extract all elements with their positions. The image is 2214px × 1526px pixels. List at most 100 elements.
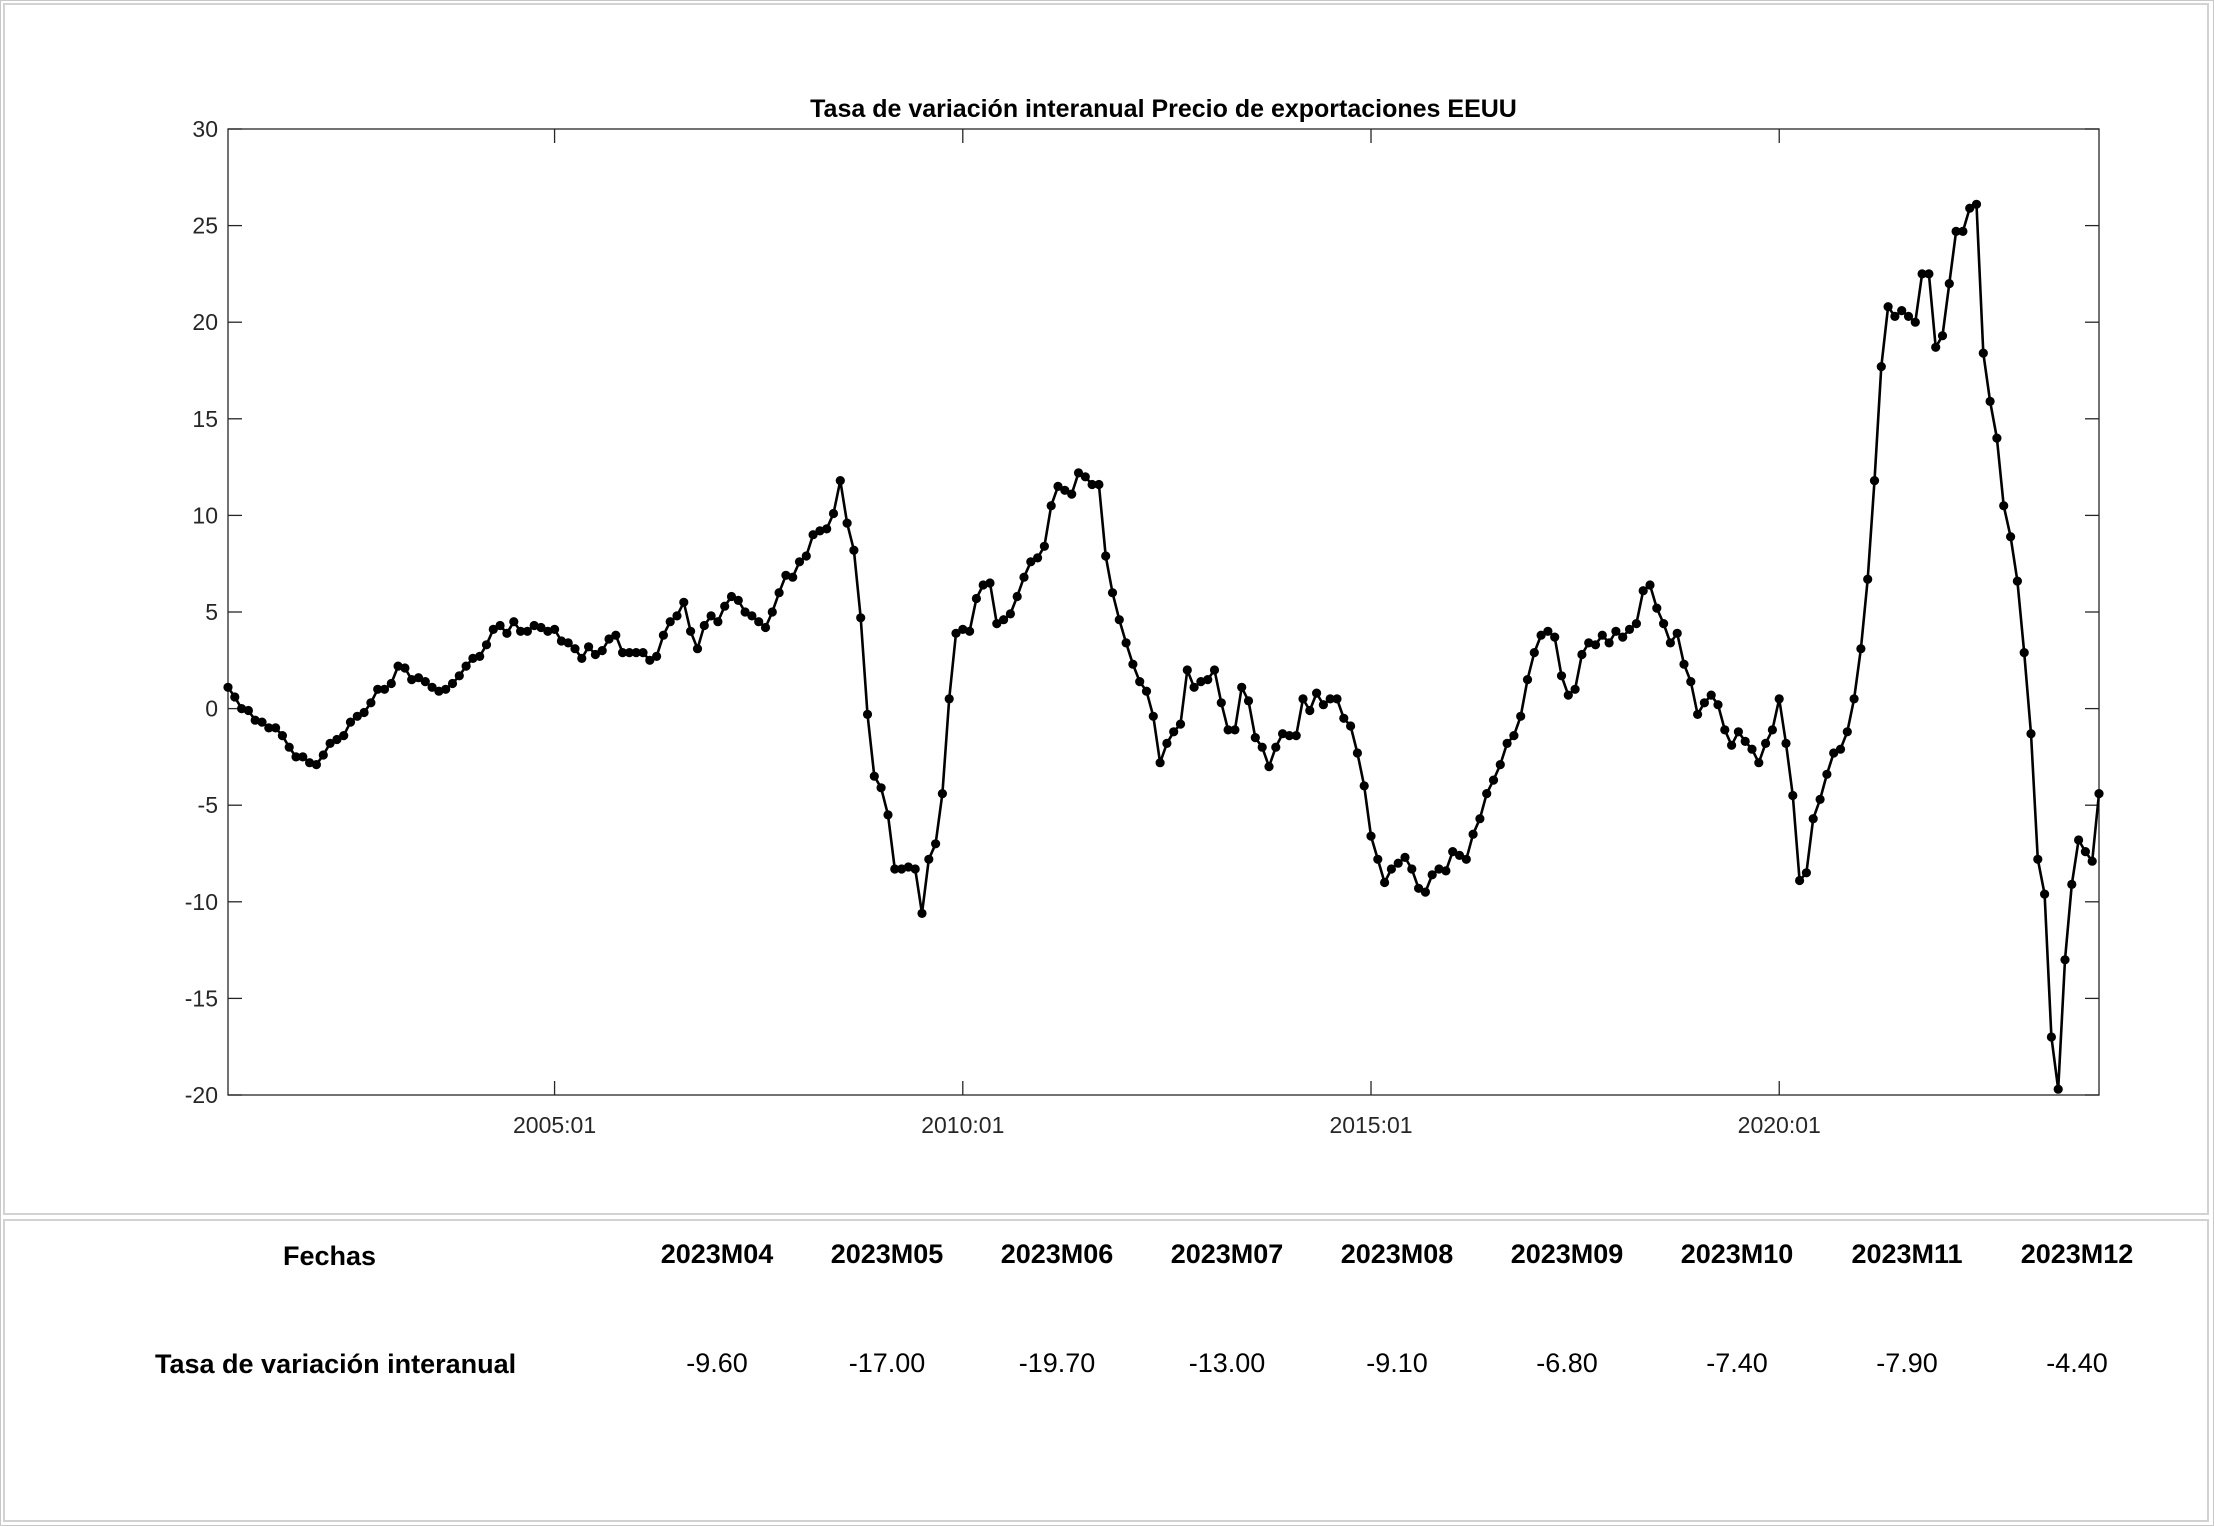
data-point xyxy=(890,864,900,874)
data-point xyxy=(767,607,777,617)
data-point xyxy=(1454,850,1465,861)
data-point xyxy=(1298,694,1308,704)
data-point xyxy=(1890,311,1900,321)
data-point xyxy=(1373,854,1383,864)
data-point xyxy=(1284,731,1294,741)
data-point xyxy=(1577,649,1587,660)
data-point xyxy=(1216,698,1226,708)
data-point xyxy=(1352,748,1362,758)
data-point xyxy=(924,854,934,864)
data-point xyxy=(400,663,410,673)
data-point xyxy=(570,644,580,654)
data-point xyxy=(1005,609,1016,619)
table-value-cell: -9.60 xyxy=(686,1348,748,1378)
data-point xyxy=(1080,472,1090,482)
data-point xyxy=(665,617,675,627)
data-point xyxy=(1318,700,1328,710)
data-point xyxy=(264,723,274,733)
chart-title: Tasa de variación interanual Precio de e… xyxy=(810,95,1517,123)
table-date-header: 2023M05 xyxy=(830,1239,944,1269)
data-point xyxy=(985,578,995,588)
data-point xyxy=(461,661,471,671)
data-point xyxy=(291,752,301,762)
table-date-header: 2023M08 xyxy=(1340,1239,1454,1269)
data-point xyxy=(726,591,737,602)
data-point xyxy=(1128,659,1138,669)
y-tick-label: -10 xyxy=(185,889,218,915)
data-point xyxy=(2080,847,2090,857)
data-point xyxy=(1917,269,1927,279)
data-point xyxy=(658,630,669,640)
data-point xyxy=(2019,648,2029,658)
data-point xyxy=(1590,640,1601,650)
data-point xyxy=(1903,311,1914,321)
data-point xyxy=(1897,306,1907,316)
data-point xyxy=(733,595,743,606)
data-point xyxy=(1720,725,1730,735)
data-point xyxy=(352,711,362,721)
table-row-label-fechas: Fechas xyxy=(283,1241,377,1271)
data-point xyxy=(1502,738,1512,749)
data-point xyxy=(1699,698,1709,708)
data-point xyxy=(1863,574,1873,584)
data-point xyxy=(965,626,975,636)
data-point xyxy=(1420,887,1430,897)
data-point xyxy=(1305,705,1315,716)
data-point xyxy=(2006,532,2016,542)
data-point xyxy=(618,648,628,658)
table-value-cell: -7.90 xyxy=(1876,1348,1938,1378)
table-value-cell: -19.70 xyxy=(1018,1348,1096,1378)
x-tick-label: 2020:01 xyxy=(1738,1112,1821,1138)
data-point xyxy=(1965,203,1975,213)
data-point xyxy=(1189,682,1199,692)
data-point xyxy=(1033,553,1043,563)
data-point xyxy=(1291,731,1301,741)
data-point xyxy=(1094,479,1104,490)
y-tick-label: -20 xyxy=(185,1082,218,1108)
data-point xyxy=(311,760,321,770)
data-point xyxy=(999,615,1009,625)
data-point xyxy=(937,789,948,799)
data-point xyxy=(706,611,716,621)
data-point xyxy=(720,601,730,611)
y-tick-label: 5 xyxy=(205,599,218,625)
data-point xyxy=(849,545,859,555)
table-value-cell: -7.40 xyxy=(1706,1348,1768,1378)
data-point xyxy=(604,634,614,644)
data-point xyxy=(1067,489,1077,499)
data-point xyxy=(550,624,560,635)
data-point xyxy=(1107,588,1118,598)
y-tick-label: 0 xyxy=(205,696,218,722)
data-point xyxy=(563,638,573,648)
data-point xyxy=(2033,854,2043,864)
data-point xyxy=(1733,727,1743,737)
data-point xyxy=(1924,269,1934,279)
data-point xyxy=(1230,725,1240,735)
data-point xyxy=(454,671,464,681)
data-point xyxy=(447,678,458,689)
data-point xyxy=(1788,790,1798,801)
data-point xyxy=(413,673,424,683)
data-point xyxy=(1597,630,1607,640)
data-point xyxy=(1604,638,1614,648)
table-row-label-tasa: Tasa de variación interanual xyxy=(155,1349,517,1379)
data-point xyxy=(1475,814,1485,824)
data-point xyxy=(754,617,764,627)
data-point xyxy=(1958,226,1968,236)
data-point xyxy=(828,508,839,519)
data-point xyxy=(1271,742,1281,752)
data-point xyxy=(597,646,607,656)
table-value-cell: -13.00 xyxy=(1188,1348,1266,1378)
data-point xyxy=(1815,794,1825,805)
data-point xyxy=(1209,665,1220,675)
data-point xyxy=(917,908,927,919)
data-point xyxy=(1713,700,1723,710)
data-point xyxy=(1693,709,1703,720)
data-point xyxy=(883,810,893,820)
data-point xyxy=(1611,626,1621,636)
data-point xyxy=(679,597,689,607)
data-point xyxy=(1019,572,1029,582)
data-point xyxy=(1175,719,1186,729)
data-point xyxy=(481,640,492,650)
data-point xyxy=(536,622,546,633)
